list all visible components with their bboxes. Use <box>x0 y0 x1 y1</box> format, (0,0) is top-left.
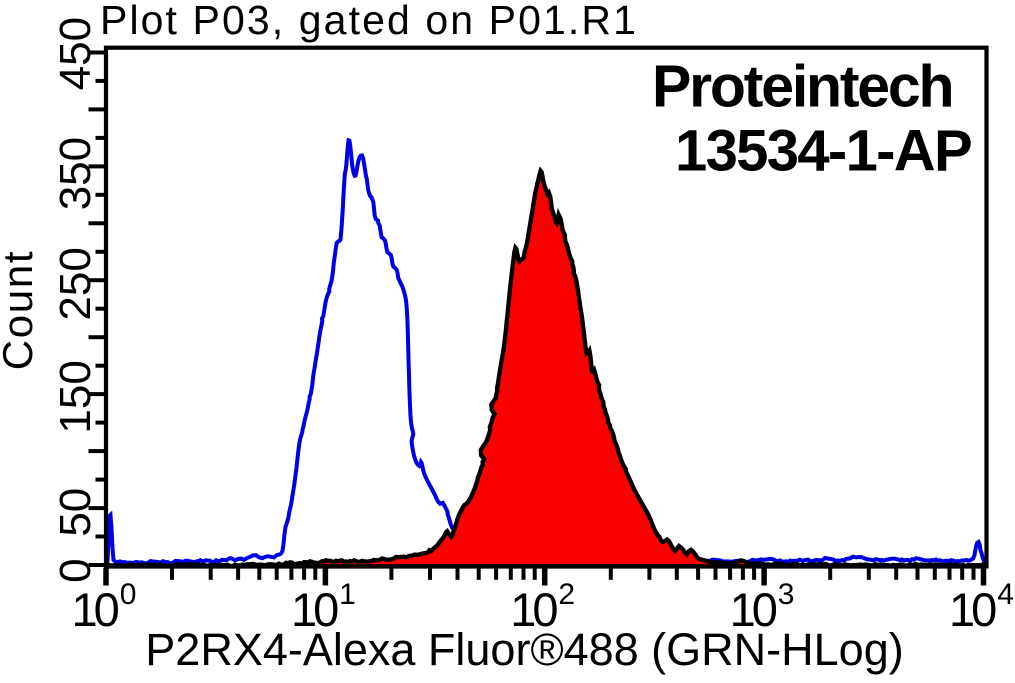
svg-text:450: 450 <box>51 17 100 90</box>
svg-text:0: 0 <box>51 558 100 582</box>
svg-text:10: 10 <box>291 583 338 636</box>
svg-text:350: 350 <box>51 137 100 210</box>
svg-text:10: 10 <box>72 583 119 636</box>
svg-text:Count: Count <box>0 250 41 371</box>
svg-text:10: 10 <box>510 583 557 636</box>
svg-text:0: 0 <box>120 578 137 611</box>
svg-text:1: 1 <box>339 578 356 611</box>
svg-text:50: 50 <box>51 488 100 537</box>
svg-text:10: 10 <box>730 583 777 636</box>
svg-text:Plot P03, gated on P01.R1: Plot P03, gated on P01.R1 <box>100 0 638 43</box>
svg-text:3: 3 <box>778 578 795 611</box>
svg-text:4: 4 <box>997 578 1014 611</box>
svg-text:13534-1-AP: 13534-1-AP <box>675 119 971 184</box>
svg-text:2: 2 <box>558 578 575 611</box>
svg-text:P2RX4-Alexa Fluor®488 (GRN-HLo: P2RX4-Alexa Fluor®488 (GRN-HLog) <box>145 624 903 675</box>
svg-text:10: 10 <box>949 583 996 636</box>
svg-text:250: 250 <box>51 247 100 320</box>
svg-text:150: 150 <box>51 360 100 433</box>
svg-text:Proteintech: Proteintech <box>652 54 952 120</box>
